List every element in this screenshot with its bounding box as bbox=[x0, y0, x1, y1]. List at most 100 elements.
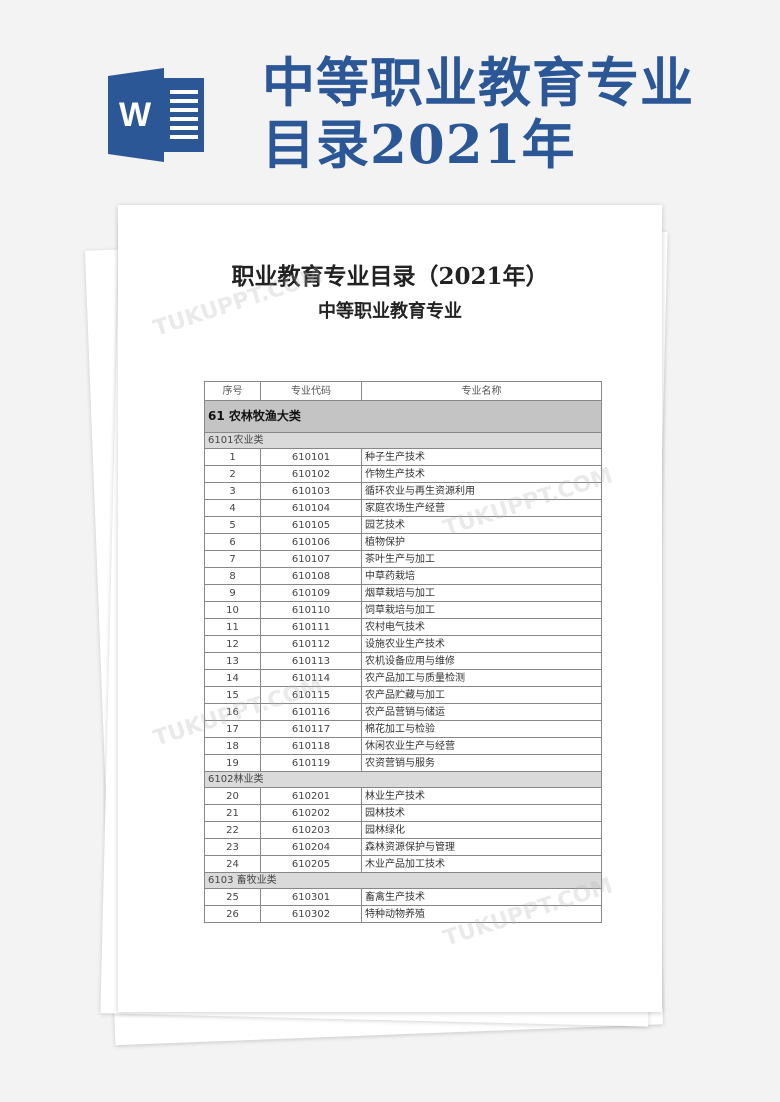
major-name: 林业生产技术 bbox=[361, 787, 602, 805]
major-code: 610111 bbox=[260, 618, 362, 636]
major-name: 园艺技术 bbox=[361, 516, 602, 534]
header-code: 专业代码 bbox=[260, 381, 362, 401]
table-row: 22 610203 园林绿化 bbox=[204, 821, 602, 839]
major-name: 种子生产技术 bbox=[361, 448, 602, 466]
major-name: 农产品营销与储运 bbox=[361, 703, 602, 721]
document-title: 职业教育专业目录（2021年） bbox=[231, 263, 549, 290]
table-row: 9 610109 烟草栽培与加工 bbox=[204, 584, 602, 602]
major-code: 610204 bbox=[260, 838, 362, 856]
major-code: 610106 bbox=[260, 533, 362, 551]
table-row: 5 610105 园艺技术 bbox=[204, 516, 602, 534]
major-name: 农产品贮藏与加工 bbox=[361, 686, 602, 704]
row-number: 11 bbox=[204, 618, 261, 636]
row-number: 19 bbox=[204, 754, 261, 772]
major-code: 610109 bbox=[260, 584, 362, 602]
row-number: 17 bbox=[204, 720, 261, 738]
table-row: 10 610110 饲草栽培与加工 bbox=[204, 601, 602, 619]
row-number: 25 bbox=[204, 888, 261, 906]
major-code: 610118 bbox=[260, 737, 362, 755]
majors-table: 序号 专业代码 专业名称 61 农林牧渔大类 6101农业类 1 610101 种子生产… bbox=[204, 381, 602, 923]
subcategory-label: 6103 畜牧业类 bbox=[204, 872, 602, 889]
major-name: 烟草栽培与加工 bbox=[361, 584, 602, 602]
table-row: 26 610302 特种动物养殖 bbox=[204, 905, 602, 923]
major-code: 610116 bbox=[260, 703, 362, 721]
row-number: 6 bbox=[204, 533, 261, 551]
major-name: 畜禽生产技术 bbox=[361, 888, 602, 906]
row-number: 3 bbox=[204, 482, 261, 500]
major-name: 森林资源保护与管理 bbox=[361, 838, 602, 856]
table-row: 1 610101 种子生产技术 bbox=[204, 448, 602, 466]
major-code: 610115 bbox=[260, 686, 362, 704]
table-row: 21 610202 园林技术 bbox=[204, 804, 602, 822]
table-row: 7 610107 茶叶生产与加工 bbox=[204, 550, 602, 568]
major-name: 循环农业与再生资源利用 bbox=[361, 482, 602, 500]
major-code: 610108 bbox=[260, 567, 362, 585]
category-row: 61 农林牧渔大类 bbox=[204, 400, 602, 433]
table-row: 20 610201 林业生产技术 bbox=[204, 787, 602, 805]
row-number: 9 bbox=[204, 584, 261, 602]
row-number: 12 bbox=[204, 635, 261, 653]
major-name: 家庭农场生产经营 bbox=[361, 499, 602, 517]
major-code: 610113 bbox=[260, 652, 362, 670]
row-number: 16 bbox=[204, 703, 261, 721]
major-code: 610103 bbox=[260, 482, 362, 500]
major-name: 园林绿化 bbox=[361, 821, 602, 839]
major-code: 610201 bbox=[260, 787, 362, 805]
major-name: 饲草栽培与加工 bbox=[361, 601, 602, 619]
table-row: 23 610204 森林资源保护与管理 bbox=[204, 838, 602, 856]
row-number: 26 bbox=[204, 905, 261, 923]
table-row: 8 610108 中草药栽培 bbox=[204, 567, 602, 585]
subcategory-label: 6102林业类 bbox=[204, 771, 602, 788]
row-number: 4 bbox=[204, 499, 261, 517]
major-name: 农机设备应用与维修 bbox=[361, 652, 602, 670]
document-subtitle: 中等职业教育专业 bbox=[318, 301, 462, 322]
row-number: 20 bbox=[204, 787, 261, 805]
major-code: 610302 bbox=[260, 905, 362, 923]
major-name: 中草药栽培 bbox=[361, 567, 602, 585]
major-name: 农村电气技术 bbox=[361, 618, 602, 636]
major-name: 农资营销与服务 bbox=[361, 754, 602, 772]
banner-title: 中等职业教育专业 目录2021年 bbox=[262, 52, 694, 176]
row-number: 13 bbox=[204, 652, 261, 670]
row-number: 14 bbox=[204, 669, 261, 687]
major-code: 610203 bbox=[260, 821, 362, 839]
row-number: 5 bbox=[204, 516, 261, 534]
row-number: 21 bbox=[204, 804, 261, 822]
major-code: 610112 bbox=[260, 635, 362, 653]
table-row: 6 610106 植物保护 bbox=[204, 533, 602, 551]
major-name: 作物生产技术 bbox=[361, 465, 602, 483]
major-code: 610117 bbox=[260, 720, 362, 738]
row-number: 10 bbox=[204, 601, 261, 619]
table-row: 18 610118 休闲农业生产与经营 bbox=[204, 737, 602, 755]
table-row: 16 610116 农产品营销与储运 bbox=[204, 703, 602, 721]
table-row: 25 610301 畜禽生产技术 bbox=[204, 888, 602, 906]
table-row: 14 610114 农产品加工与质量检测 bbox=[204, 669, 602, 687]
major-name: 棉花加工与检验 bbox=[361, 720, 602, 738]
table-row: 3 610103 循环农业与再生资源利用 bbox=[204, 482, 602, 500]
major-name: 农产品加工与质量检测 bbox=[361, 669, 602, 687]
subcategory-row: 6102林业类 bbox=[204, 771, 602, 788]
word-icon: W bbox=[108, 68, 204, 162]
major-code: 610105 bbox=[260, 516, 362, 534]
row-number: 15 bbox=[204, 686, 261, 704]
subcategory-row: 6101农业类 bbox=[204, 432, 602, 449]
major-code: 610301 bbox=[260, 888, 362, 906]
row-number: 7 bbox=[204, 550, 261, 568]
table-row: 15 610115 农产品贮藏与加工 bbox=[204, 686, 602, 704]
major-name: 茶叶生产与加工 bbox=[361, 550, 602, 568]
major-code: 610102 bbox=[260, 465, 362, 483]
major-name: 休闲农业生产与经营 bbox=[361, 737, 602, 755]
table-row: 24 610205 木业产品加工技术 bbox=[204, 855, 602, 873]
row-number: 1 bbox=[204, 448, 261, 466]
major-name: 特种动物养殖 bbox=[361, 905, 602, 923]
banner-title-line2: 目录2021年 bbox=[262, 114, 576, 176]
major-code: 610110 bbox=[260, 601, 362, 619]
category-label: 61 农林牧渔大类 bbox=[204, 400, 602, 433]
major-code: 610104 bbox=[260, 499, 362, 517]
table-row: 13 610113 农机设备应用与维修 bbox=[204, 652, 602, 670]
major-code: 610202 bbox=[260, 804, 362, 822]
table-row: 17 610117 棉花加工与检验 bbox=[204, 720, 602, 738]
header-name: 专业名称 bbox=[361, 381, 602, 401]
table-row: 12 610112 设施农业生产技术 bbox=[204, 635, 602, 653]
row-number: 23 bbox=[204, 838, 261, 856]
